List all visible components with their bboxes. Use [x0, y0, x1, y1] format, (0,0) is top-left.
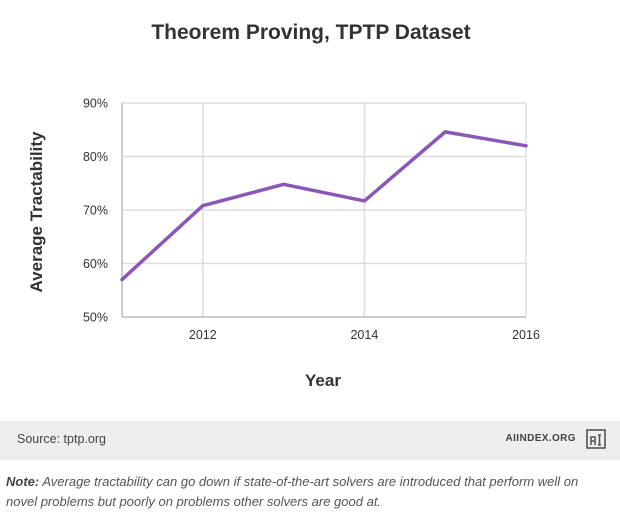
data-point	[282, 182, 286, 186]
data-point	[362, 199, 366, 203]
y-tick-label: 80%	[83, 150, 108, 164]
data-point	[524, 144, 528, 148]
data-point	[443, 130, 447, 134]
chart-note: Note: Average tractability can go down i…	[6, 472, 612, 512]
note-label: Note:	[6, 474, 40, 489]
y-axis-label: Average Tractability	[27, 131, 46, 292]
note-text: Average tractability can go down if stat…	[6, 474, 579, 509]
axes	[121, 103, 526, 318]
y-tick-label: 60%	[83, 257, 108, 271]
x-axis-label: Year	[305, 371, 341, 390]
y-tick-label: 50%	[83, 311, 108, 325]
x-tick-label: 2012	[189, 328, 217, 342]
tick-labels: 50% 60% 70% 80% 90% 2012 2014 2016	[83, 97, 540, 343]
x-tick-label: 2016	[512, 328, 540, 342]
data-point	[201, 204, 205, 208]
series	[120, 130, 528, 282]
grid	[122, 102, 527, 317]
source-text: Source: tptp.org	[17, 432, 106, 446]
ai-index-logo-icon	[586, 429, 606, 449]
x-tick-label: 2014	[350, 328, 378, 342]
source-bar: Source: tptp.org AIINDEX.ORG	[0, 421, 620, 460]
y-tick-label: 90%	[83, 97, 108, 111]
line-chart: Theorem Proving, TPTP Dataset 50% 60% 70% 8…	[27, 21, 540, 390]
chart-card: Theorem Proving, TPTP Dataset 50% 60% 70% 8…	[0, 21, 620, 460]
data-point	[120, 278, 124, 282]
brand-text: AIINDEX.ORG	[505, 433, 576, 444]
y-tick-label: 70%	[83, 204, 108, 218]
chart-title: Theorem Proving, TPTP Dataset	[151, 21, 470, 44]
series-line	[120, 130, 528, 282]
